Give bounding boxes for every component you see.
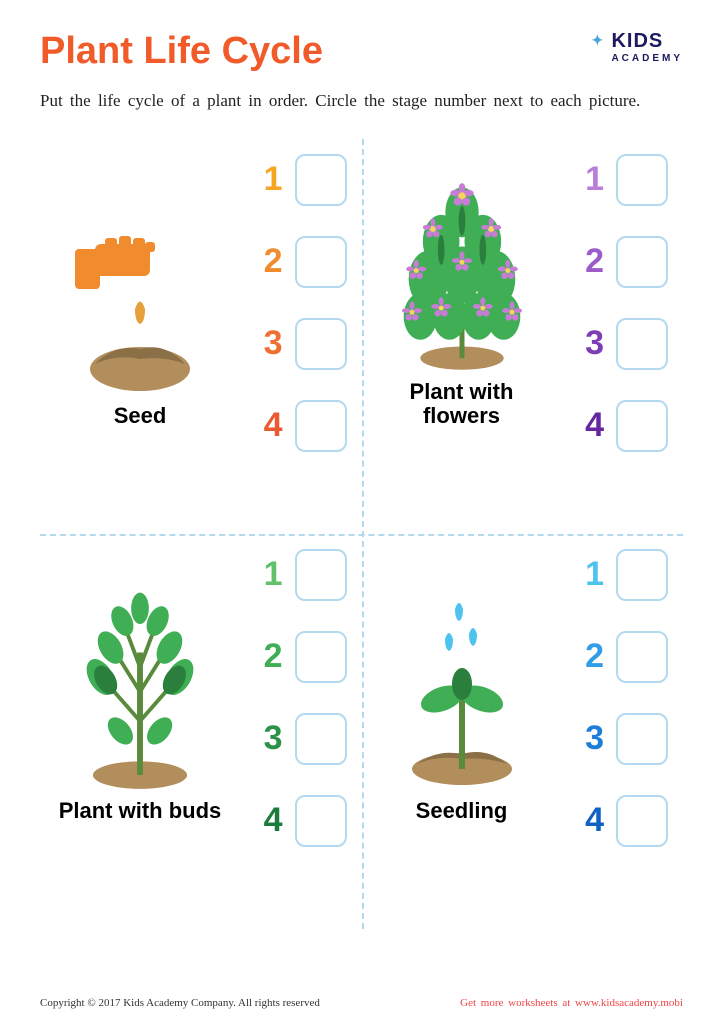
number-column: 1 2 3 4 bbox=[253, 549, 347, 847]
cell-flowers: Plant with flowers 1 2 3 4 bbox=[362, 139, 684, 534]
number-row: 4 bbox=[574, 400, 668, 452]
number-row: 3 bbox=[253, 713, 347, 765]
answer-box[interactable] bbox=[295, 154, 347, 206]
logo: KIDS ACADEMY bbox=[593, 30, 683, 64]
answer-box[interactable] bbox=[616, 400, 668, 452]
number-2: 2 bbox=[574, 242, 604, 281]
seedling-icon bbox=[387, 589, 537, 789]
number-row: 3 bbox=[574, 713, 668, 765]
number-3: 3 bbox=[253, 324, 283, 363]
number-4: 4 bbox=[574, 406, 604, 445]
number-1: 1 bbox=[574, 160, 604, 199]
copyright-text: Copyright © 2017 Kids Academy Company. A… bbox=[40, 997, 320, 1009]
answer-box[interactable] bbox=[295, 400, 347, 452]
stage-label: Seedling bbox=[416, 799, 508, 823]
number-2: 2 bbox=[253, 242, 283, 281]
number-1: 1 bbox=[253, 555, 283, 594]
instructions: Put the life cycle of a plant in order. … bbox=[40, 88, 683, 114]
answer-box[interactable] bbox=[295, 236, 347, 288]
answer-box[interactable] bbox=[295, 631, 347, 683]
number-row: 3 bbox=[253, 318, 347, 370]
number-row: 3 bbox=[574, 318, 668, 370]
answer-box[interactable] bbox=[616, 236, 668, 288]
number-column: 1 2 3 4 bbox=[253, 154, 347, 452]
illustration-seed: Seed bbox=[55, 179, 225, 429]
number-3: 3 bbox=[253, 719, 283, 758]
answer-box[interactable] bbox=[616, 549, 668, 601]
number-column: 1 2 3 4 bbox=[574, 549, 668, 847]
footer: Copyright © 2017 Kids Academy Company. A… bbox=[40, 997, 683, 1009]
seed-icon bbox=[65, 214, 215, 394]
illustration-flowers: Plant with flowers bbox=[377, 179, 547, 429]
answer-box[interactable] bbox=[295, 549, 347, 601]
worksheet-grid: Seed 1 2 3 4 bbox=[40, 139, 683, 929]
stage-label: Seed bbox=[114, 404, 167, 428]
illustration-buds: Plant with buds bbox=[55, 574, 225, 824]
number-row: 4 bbox=[253, 795, 347, 847]
number-row: 1 bbox=[253, 549, 347, 601]
answer-box[interactable] bbox=[295, 795, 347, 847]
number-2: 2 bbox=[253, 637, 283, 676]
answer-box[interactable] bbox=[616, 154, 668, 206]
number-row: 1 bbox=[574, 154, 668, 206]
buds-icon bbox=[60, 574, 220, 790]
number-3: 3 bbox=[574, 719, 604, 758]
number-3: 3 bbox=[574, 324, 604, 363]
cell-seed: Seed 1 2 3 4 bbox=[40, 139, 362, 534]
answer-box[interactable] bbox=[295, 318, 347, 370]
logo-line2: ACADEMY bbox=[611, 53, 683, 64]
logo-line1: KIDS bbox=[611, 30, 663, 52]
answer-box[interactable] bbox=[616, 713, 668, 765]
stage-label: Plant with buds bbox=[59, 799, 222, 823]
number-row: 4 bbox=[253, 400, 347, 452]
answer-box[interactable] bbox=[616, 795, 668, 847]
more-worksheets-link[interactable]: Get more worksheets at www.kidsacademy.m… bbox=[460, 997, 683, 1009]
answer-box[interactable] bbox=[616, 318, 668, 370]
answer-box[interactable] bbox=[616, 631, 668, 683]
stage-label: Plant with flowers bbox=[377, 380, 547, 428]
illustration-seedling: Seedling bbox=[377, 574, 547, 824]
number-row: 4 bbox=[574, 795, 668, 847]
flowers-icon bbox=[377, 179, 547, 371]
number-row: 2 bbox=[253, 236, 347, 288]
number-4: 4 bbox=[574, 801, 604, 840]
number-row: 2 bbox=[574, 236, 668, 288]
cell-seedling: Seedling 1 2 3 4 bbox=[362, 534, 684, 929]
number-1: 1 bbox=[574, 555, 604, 594]
number-2: 2 bbox=[574, 637, 604, 676]
header: Plant Life Cycle KIDS ACADEMY bbox=[40, 30, 683, 73]
number-column: 1 2 3 4 bbox=[574, 154, 668, 452]
number-1: 1 bbox=[253, 160, 283, 199]
number-row: 2 bbox=[574, 631, 668, 683]
number-row: 1 bbox=[574, 549, 668, 601]
number-row: 2 bbox=[253, 631, 347, 683]
answer-box[interactable] bbox=[295, 713, 347, 765]
number-4: 4 bbox=[253, 801, 283, 840]
cell-buds: Plant with buds 1 2 3 4 bbox=[40, 534, 362, 929]
number-row: 1 bbox=[253, 154, 347, 206]
page-title: Plant Life Cycle bbox=[40, 30, 323, 73]
number-4: 4 bbox=[253, 406, 283, 445]
